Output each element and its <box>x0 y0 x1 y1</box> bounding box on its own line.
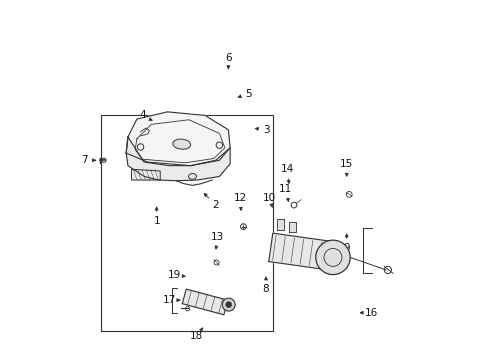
Text: 16: 16 <box>365 308 378 318</box>
Text: 18: 18 <box>189 331 203 341</box>
Polygon shape <box>276 220 284 230</box>
Text: 10: 10 <box>263 193 276 203</box>
Text: 8: 8 <box>262 284 269 294</box>
Bar <box>101 116 273 330</box>
Polygon shape <box>268 233 334 270</box>
Text: 12: 12 <box>234 193 247 203</box>
Ellipse shape <box>172 139 190 149</box>
Text: 13: 13 <box>210 232 224 242</box>
Ellipse shape <box>188 174 196 179</box>
Text: 7: 7 <box>81 155 88 165</box>
Text: 4: 4 <box>139 111 145 121</box>
Text: 1: 1 <box>153 216 160 226</box>
Text: 2: 2 <box>212 200 219 210</box>
Text: 3: 3 <box>262 125 269 135</box>
Text: 19: 19 <box>167 270 181 280</box>
Text: 5: 5 <box>244 89 251 99</box>
Circle shape <box>225 302 231 307</box>
Text: 14: 14 <box>280 164 294 174</box>
Polygon shape <box>131 169 160 180</box>
Polygon shape <box>182 289 227 315</box>
Circle shape <box>315 240 349 275</box>
Text: 17: 17 <box>162 295 176 305</box>
Text: 9: 9 <box>343 243 349 253</box>
Polygon shape <box>126 112 230 166</box>
Text: 6: 6 <box>224 53 231 63</box>
Text: 15: 15 <box>339 159 353 169</box>
Text: 11: 11 <box>279 184 292 194</box>
Polygon shape <box>289 222 295 232</box>
Polygon shape <box>126 137 230 181</box>
Circle shape <box>222 298 235 311</box>
